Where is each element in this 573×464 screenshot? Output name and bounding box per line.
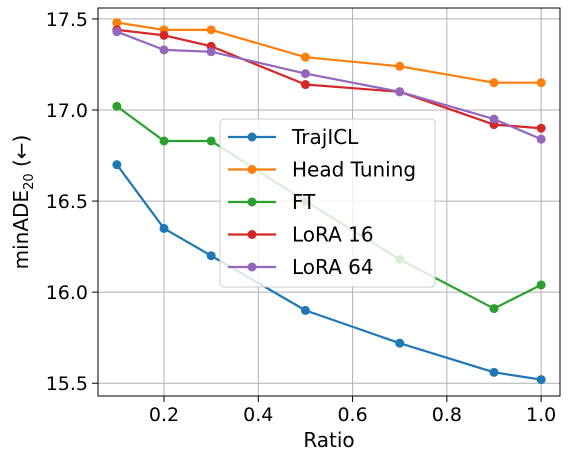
data-point [489,367,499,377]
x-tick-label: 0.4 [243,404,273,426]
axes: 0.2 0.4 0.6 0.8 1.0 15.5 16.0 16.5 17.0 17.5 [46,7,561,426]
data-point [206,251,216,261]
data-point [159,136,169,146]
data-point [489,304,499,314]
data-point [536,123,546,133]
legend-label: Head Tuning [292,158,416,182]
y-axis-label: minADE20 (←) [9,135,37,270]
legend-swatch-marker [247,262,257,272]
data-point [536,134,546,144]
data-point [159,223,169,233]
data-point [395,87,405,97]
data-point [395,61,405,71]
data-point [395,338,405,348]
data-point [159,30,169,40]
data-point [112,101,122,111]
data-point [536,375,546,385]
data-point [112,160,122,170]
y-tick-label: 17.0 [46,100,88,122]
legend-label: TrajICL [291,125,359,149]
data-point [112,27,122,37]
plot-frame [97,7,561,397]
data-point [300,69,310,79]
y-axis-label-main: minADE [9,190,33,269]
data-point [300,52,310,62]
data-point [536,280,546,290]
data-point [206,25,216,35]
x-axis-label: Ratio [303,428,354,452]
legend-swatch-marker [247,197,257,207]
data-point [159,45,169,55]
y-tick-label: 16.5 [46,191,88,213]
data-point [112,18,122,28]
y-tick-label: 15.5 [46,373,88,395]
data-point [206,47,216,57]
data-point [536,78,546,88]
y-tick-label: 16.0 [46,282,88,304]
legend-swatch-marker [247,132,257,142]
y-axis-label-subscript: 20 [22,173,37,190]
legend-label: LoRA 16 [292,223,374,247]
data-point [489,114,499,124]
x-tick-label: 0.8 [432,404,462,426]
data-point [489,78,499,88]
legend: TrajICL Head Tuning FT LoRA 16 LoRA 64 [219,118,436,288]
legend-box [219,118,436,288]
data-point [300,80,310,90]
data-point [206,136,216,146]
data-point [300,305,310,315]
x-tick-label: 1.0 [526,404,556,426]
y-axis-label-suffix: (←) [9,135,33,174]
x-tick-label: 0.2 [149,404,179,426]
legend-swatch-marker [247,165,257,174]
y-tick-label: 17.5 [46,9,88,31]
legend-label: LoRA 64 [292,255,374,279]
x-tick-label: 0.6 [337,404,367,426]
legend-label: FT [292,190,316,214]
legend-swatch-marker [247,230,257,239]
